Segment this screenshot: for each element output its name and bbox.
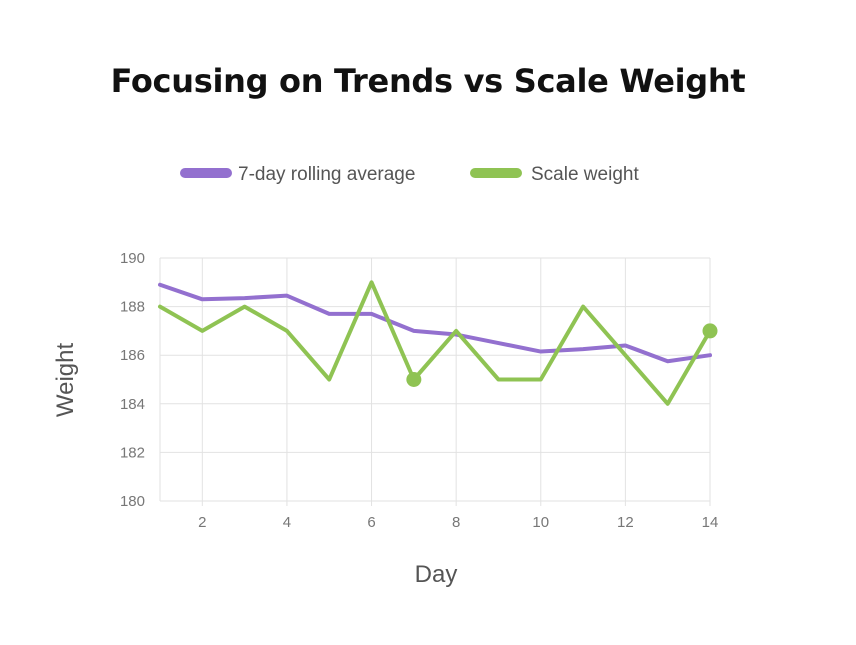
- legend-label-rolling-average: 7-day rolling average: [238, 164, 415, 185]
- x-tick-label: 4: [283, 514, 291, 531]
- y-tick-label: 184: [120, 396, 145, 413]
- y-tick-label: 190: [120, 250, 145, 267]
- y-axis-title: Weight: [52, 343, 79, 418]
- highlight-point-day-7: [406, 372, 422, 387]
- x-tick-label: 6: [367, 514, 375, 531]
- grid: [159, 257, 711, 506]
- y-tick-label: 180: [120, 493, 145, 510]
- series-lines: [158, 280, 712, 406]
- legend-label-scale-weight: Scale weight: [531, 164, 639, 185]
- x-tick-label: 12: [617, 514, 634, 531]
- y-tick-label: 182: [120, 444, 145, 461]
- y-tick-label: 186: [120, 347, 145, 364]
- x-axis-title: Day: [415, 561, 458, 588]
- y-tick-label: 188: [120, 299, 145, 316]
- x-tick-label: 14: [702, 514, 719, 531]
- chart-title: Focusing on Trends vs Scale Weight: [110, 62, 746, 100]
- axis-ticks: 180 182 184 186 188 190 2 4 6 8 10 12 14: [120, 250, 718, 531]
- series-line-rolling-average: [158, 282, 712, 364]
- legend: 7-day rolling average Scale weight: [180, 164, 639, 185]
- x-tick-label: 10: [532, 514, 549, 531]
- series-line-scale-weight: [158, 280, 712, 406]
- x-tick-label: 2: [198, 514, 206, 531]
- highlight-points: [406, 323, 718, 387]
- highlight-point-day-14: [702, 323, 718, 339]
- x-tick-label: 8: [452, 514, 460, 531]
